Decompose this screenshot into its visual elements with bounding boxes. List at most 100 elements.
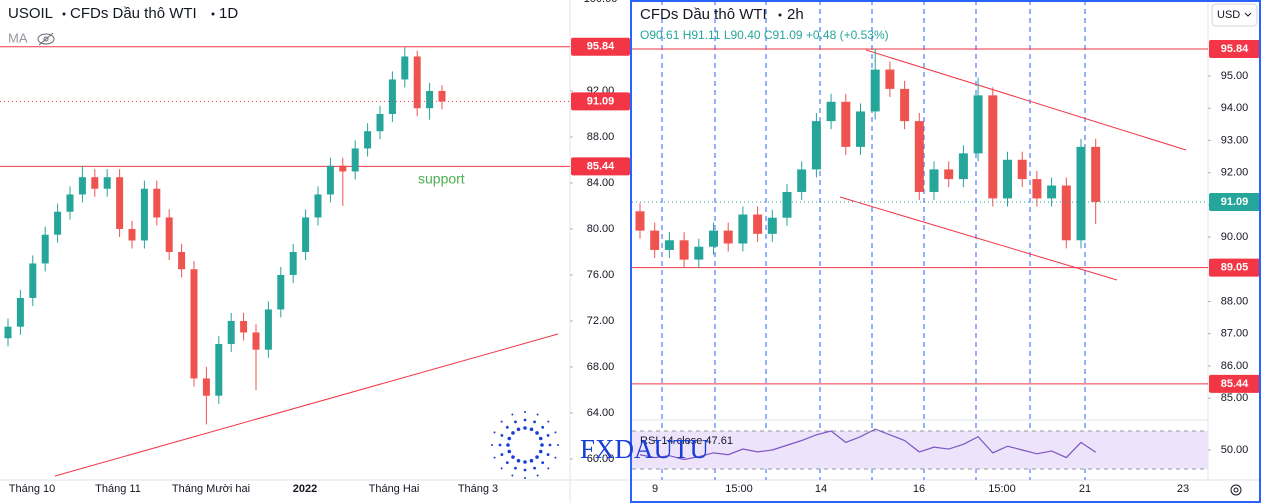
level-label: 95.84 bbox=[1221, 43, 1249, 55]
logo-dot bbox=[511, 431, 515, 435]
x-tick-label: 23 bbox=[1177, 483, 1189, 495]
ohlc-legend: O90.61 H91.11 L90.40 C91.09 +0.48 (+0.53… bbox=[640, 28, 889, 42]
channel-line bbox=[839, 196, 1118, 281]
candle-body bbox=[988, 95, 998, 199]
y-tick-label: 93.00 bbox=[1221, 134, 1249, 146]
logo-dot bbox=[524, 477, 526, 479]
y-tick-label: 88.00 bbox=[1221, 295, 1249, 307]
y-tick-label: 85.00 bbox=[1221, 392, 1249, 404]
candle-body bbox=[240, 320, 248, 333]
x-tick-label: Tháng Hai bbox=[369, 483, 420, 495]
rsi-label: RSI 14 close 47.61 bbox=[640, 435, 733, 447]
candle-body bbox=[326, 165, 334, 195]
candle-body bbox=[914, 121, 924, 192]
logo-dot bbox=[523, 468, 527, 472]
x-tick-label: 9 bbox=[652, 483, 658, 495]
candle-body bbox=[153, 188, 161, 218]
logo-dot bbox=[536, 474, 539, 477]
candle-body bbox=[78, 177, 86, 195]
separator bbox=[778, 13, 782, 17]
x-tick-label: 15:00 bbox=[725, 483, 753, 495]
logo-dot bbox=[557, 444, 559, 446]
logo-dot bbox=[511, 455, 515, 459]
candle-body bbox=[314, 194, 322, 218]
candle-body bbox=[1091, 146, 1101, 202]
symbol: USOIL bbox=[8, 5, 53, 22]
logo-dot bbox=[511, 413, 514, 416]
candle-body bbox=[128, 228, 136, 241]
logo-dot bbox=[511, 474, 514, 477]
logo-dot bbox=[493, 456, 496, 459]
last-price-label: 91.09 bbox=[1221, 196, 1249, 208]
candle-body bbox=[376, 113, 384, 132]
candle-body bbox=[264, 309, 272, 350]
candle-body bbox=[870, 69, 880, 112]
candle-body bbox=[958, 153, 968, 180]
logo-dot bbox=[538, 449, 543, 454]
logo-dot bbox=[535, 455, 539, 459]
y-tick-label: 72.00 bbox=[587, 315, 615, 327]
logo-dot bbox=[498, 443, 502, 447]
logo-dot bbox=[529, 427, 534, 432]
settings-icon[interactable] bbox=[1230, 484, 1242, 496]
candle-body bbox=[165, 217, 173, 252]
candle-body bbox=[1003, 159, 1012, 199]
candle-body bbox=[797, 169, 807, 192]
logo-dot bbox=[505, 461, 509, 465]
candle-body bbox=[767, 217, 777, 234]
candle-body bbox=[289, 251, 297, 275]
candle-body bbox=[426, 90, 434, 109]
interval: 2h bbox=[787, 6, 804, 23]
x-tick-label: Tháng Mười hai bbox=[172, 483, 250, 495]
candle-body bbox=[635, 211, 645, 231]
y-tick-label: 94.00 bbox=[1221, 102, 1249, 114]
logo-dot bbox=[523, 460, 527, 464]
level-tag bbox=[571, 157, 630, 176]
candle-body bbox=[91, 177, 99, 189]
currency[interactable]: USD bbox=[1217, 9, 1240, 21]
candle-body bbox=[1032, 179, 1042, 199]
candle-body bbox=[738, 214, 748, 244]
last-price-label: 91.09 bbox=[587, 95, 615, 107]
candle-body bbox=[302, 217, 310, 252]
logo-dot bbox=[535, 431, 539, 435]
x-tick-label: Tháng 10 bbox=[9, 483, 55, 495]
candle-body bbox=[723, 230, 733, 244]
hide-icon[interactable] bbox=[37, 32, 55, 46]
plot: support bbox=[632, 48, 1208, 385]
session-lines bbox=[661, 0, 1086, 480]
candle-body bbox=[650, 230, 660, 250]
candle-body bbox=[16, 297, 24, 327]
logo-text: FXDAUTU bbox=[580, 434, 709, 464]
y-tick-label: 100.00 bbox=[584, 0, 618, 5]
currency-button[interactable] bbox=[1211, 3, 1258, 27]
candle-body bbox=[694, 246, 704, 260]
channel-line bbox=[865, 49, 1187, 151]
candle-body bbox=[709, 230, 718, 247]
logo-dot bbox=[540, 443, 544, 447]
x-tick-label: 16 bbox=[913, 483, 925, 495]
interval: 1D bbox=[219, 5, 238, 22]
indicator[interactable]: MA bbox=[8, 30, 28, 45]
y-tick-label: 86.00 bbox=[1221, 360, 1249, 372]
logo-dot bbox=[524, 411, 526, 413]
separator bbox=[62, 12, 66, 16]
level-label: 95.84 bbox=[587, 41, 615, 53]
candle-body bbox=[782, 191, 792, 218]
candle-body bbox=[401, 56, 409, 80]
chart-title: CFDs Dầu thô WTI bbox=[640, 6, 767, 23]
candle-body bbox=[826, 101, 836, 122]
y-tick-label: 90.00 bbox=[1221, 231, 1249, 243]
chart-title: CFDs Dầu thô WTI bbox=[70, 5, 197, 22]
logo-dot bbox=[548, 443, 552, 447]
x-tick-label: 14 bbox=[815, 483, 827, 495]
candle-body bbox=[178, 251, 186, 270]
candle-body bbox=[413, 56, 421, 109]
logo-dot bbox=[516, 458, 521, 463]
logo-dot bbox=[546, 453, 550, 456]
candle-body bbox=[339, 165, 347, 172]
y-tick-label: 64.00 bbox=[587, 407, 615, 419]
logo-dot bbox=[500, 453, 504, 456]
